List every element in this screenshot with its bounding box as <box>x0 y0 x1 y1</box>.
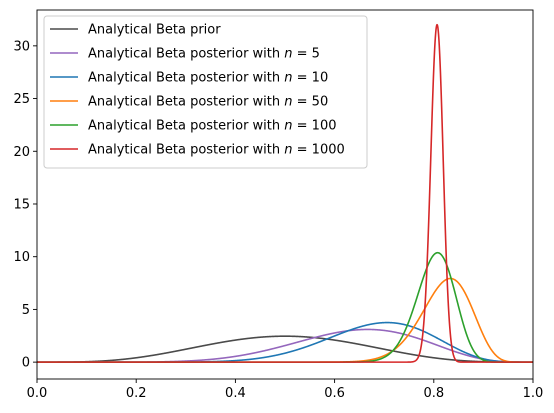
y-tick-label: 5 <box>22 303 30 318</box>
series-line-0 <box>37 335 533 363</box>
series-line-1 <box>37 328 533 363</box>
x-tick-label: 0.8 <box>423 386 444 401</box>
legend-entry-1: Analytical Beta posterior with n = 5 <box>88 47 320 62</box>
x-tick-label: 1.0 <box>523 386 544 401</box>
series-line-5 <box>37 23 533 363</box>
axes-layer <box>36 9 534 380</box>
legend-entry-2: Analytical Beta posterior with n = 10 <box>88 71 328 86</box>
y-tick-label: 30 <box>13 39 30 54</box>
x-tick-label: 0.6 <box>324 386 345 401</box>
legend-entry-3: Analytical Beta posterior with n = 50 <box>88 95 328 110</box>
legend-box <box>43 15 368 169</box>
x-tick-label: 0.4 <box>225 386 246 401</box>
y-tick-label: 0 <box>22 356 30 371</box>
plot-frame <box>36 9 534 380</box>
series-layer <box>37 23 533 363</box>
y-tick-label: 25 <box>13 92 30 107</box>
x-tick-label: 0.2 <box>126 386 147 401</box>
y-tick-label: 15 <box>13 197 30 212</box>
legend-entry-5: Analytical Beta posterior with n = 1000 <box>88 143 345 158</box>
series-line-2 <box>37 321 533 363</box>
legend: Analytical Beta prior Analytical Beta pos… <box>43 15 368 169</box>
ticks-layer: 0.0 0.2 0.4 0.6 0.8 1.0 0 5 10 15 20 25 30 <box>13 39 543 401</box>
x-tick-label: 0.0 <box>27 386 48 401</box>
y-tick-label: 10 <box>13 250 30 265</box>
y-tick-label: 20 <box>13 145 30 160</box>
legend-entry-0: Analytical Beta prior <box>88 23 221 38</box>
legend-entry-4: Analytical Beta posterior with n = 100 <box>88 119 337 134</box>
